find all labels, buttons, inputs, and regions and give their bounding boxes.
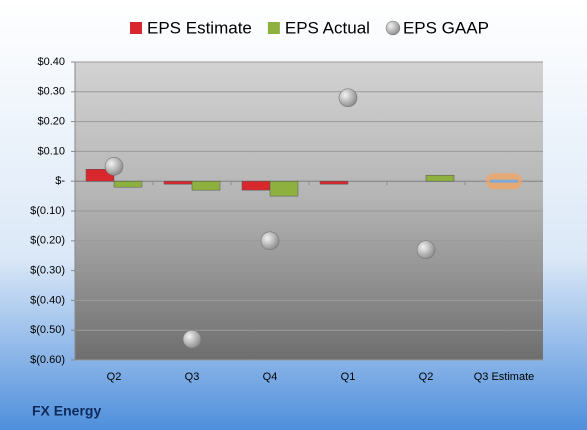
y-tick-label: $(0.10) [30, 205, 65, 217]
gaap-point [260, 231, 280, 251]
bar [113, 180, 143, 188]
bar [425, 174, 455, 182]
bar [319, 180, 349, 185]
bar [191, 180, 221, 191]
y-tick-label: $0.40 [37, 56, 65, 68]
bar [490, 179, 518, 183]
legend-label: EPS Estimate [147, 18, 252, 37]
x-tick-label: Q1 [341, 371, 356, 383]
legend-marker [385, 20, 401, 36]
y-tick-label: $0.20 [37, 116, 65, 128]
gaap-point [104, 157, 124, 176]
y-tick-label: $0.30 [37, 86, 65, 98]
y-tick-label: $(0.50) [30, 324, 65, 336]
gaap-point [416, 240, 436, 260]
bar [241, 180, 271, 191]
x-tick-label: Q2 [419, 371, 434, 383]
y-tick-label: $(0.40) [30, 294, 65, 306]
y-tick-label: $(0.60) [30, 354, 65, 366]
legend-label: EPS Actual [285, 18, 370, 37]
x-tick-label: Q2 [107, 371, 122, 383]
gaap-point [338, 88, 358, 108]
y-tick-label: $0.10 [37, 145, 65, 157]
x-tick-label: Q3 [185, 371, 200, 383]
gaap-point [182, 329, 202, 349]
bar [269, 180, 299, 197]
bar [163, 180, 193, 185]
legend-marker [130, 22, 142, 34]
legend-label: EPS GAAP [403, 18, 489, 37]
y-tick-label: $(0.30) [30, 265, 65, 277]
y-tick-label: $- [55, 175, 65, 187]
legend-marker [267, 22, 280, 34]
x-tick-label: Q3 Estimate [474, 371, 535, 383]
chart-title: FX Energy [32, 403, 101, 419]
y-tick-label: $(0.20) [30, 235, 65, 247]
x-tick-label: Q4 [263, 371, 278, 383]
